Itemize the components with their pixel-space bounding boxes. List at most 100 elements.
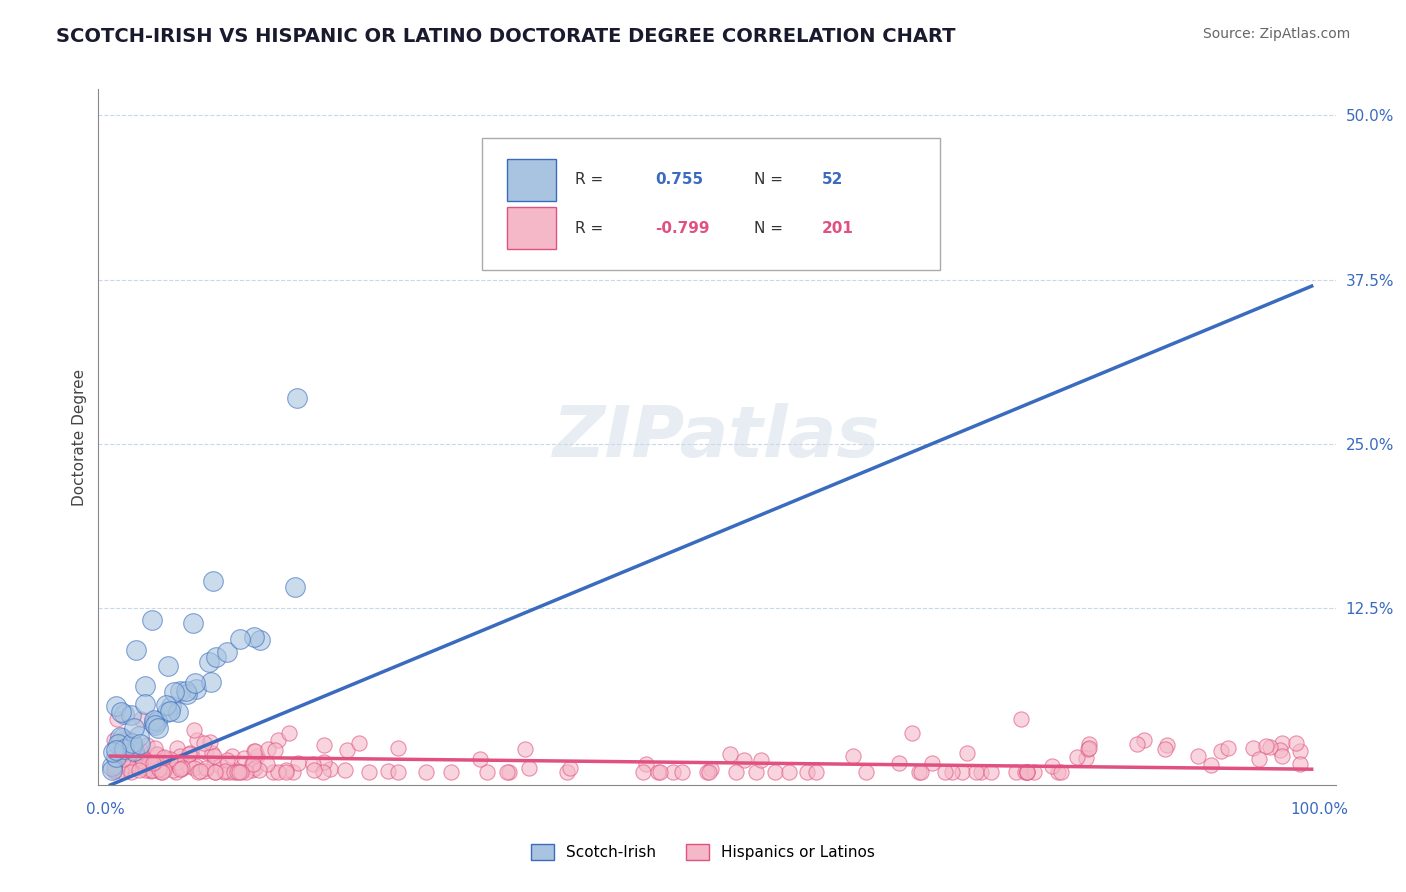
Point xyxy=(246,749,269,764)
Point xyxy=(107,737,129,751)
Point xyxy=(129,760,152,774)
Point xyxy=(1154,742,1177,756)
Text: 52: 52 xyxy=(823,172,844,187)
Point xyxy=(150,764,173,779)
Point xyxy=(910,764,932,779)
Point xyxy=(103,763,125,777)
Point xyxy=(118,731,141,746)
Point xyxy=(128,758,150,772)
Point xyxy=(145,747,167,761)
Point xyxy=(318,762,340,776)
Point xyxy=(165,764,187,779)
Point xyxy=(104,757,127,772)
Point xyxy=(202,756,225,771)
Point xyxy=(700,763,723,777)
Point xyxy=(415,764,437,779)
Point xyxy=(941,764,963,779)
Point xyxy=(901,726,924,740)
Point xyxy=(162,763,184,777)
Point xyxy=(1288,744,1310,758)
Point xyxy=(256,757,278,772)
Point xyxy=(1010,712,1032,726)
Point xyxy=(633,764,655,779)
Point xyxy=(1187,748,1209,763)
Point xyxy=(183,761,205,775)
Legend: Scotch-Irish, Hispanics or Latinos: Scotch-Irish, Hispanics or Latinos xyxy=(524,838,882,866)
Point xyxy=(1241,740,1264,755)
Point xyxy=(166,756,188,770)
Point xyxy=(229,632,252,647)
Point xyxy=(187,764,209,779)
Point xyxy=(468,752,491,766)
Point xyxy=(671,764,693,779)
Point xyxy=(970,764,993,779)
Text: 0.0%: 0.0% xyxy=(86,803,125,817)
Point xyxy=(243,744,266,758)
Point xyxy=(121,739,143,753)
Point xyxy=(387,764,409,779)
FancyBboxPatch shape xyxy=(482,138,939,270)
Point xyxy=(120,764,142,779)
Point xyxy=(183,616,205,631)
Point xyxy=(143,740,166,755)
Point xyxy=(1199,757,1222,772)
Point xyxy=(125,759,148,773)
Point xyxy=(105,712,128,726)
Point xyxy=(796,764,818,779)
Text: 100.0%: 100.0% xyxy=(1291,803,1348,817)
Point xyxy=(1268,743,1291,757)
Point xyxy=(1209,744,1232,758)
Point xyxy=(243,744,266,758)
Point xyxy=(200,746,222,760)
Point xyxy=(141,613,163,627)
Point xyxy=(176,687,198,701)
Point xyxy=(167,759,190,773)
Point xyxy=(1050,764,1073,779)
Point xyxy=(105,743,128,757)
Point xyxy=(718,747,741,761)
Point xyxy=(1014,764,1036,779)
Point xyxy=(111,747,134,762)
Point xyxy=(218,764,240,779)
Point xyxy=(148,762,170,776)
Text: R =: R = xyxy=(575,172,603,187)
Point xyxy=(302,763,325,777)
Point xyxy=(131,755,153,769)
Point xyxy=(235,764,257,779)
Point xyxy=(197,655,219,669)
Point xyxy=(662,764,685,779)
Point xyxy=(278,726,301,740)
Point xyxy=(157,659,180,673)
Point xyxy=(112,707,135,722)
Point xyxy=(1022,764,1045,779)
Point xyxy=(174,684,197,698)
Point xyxy=(247,763,270,777)
Point xyxy=(142,756,165,771)
Point xyxy=(138,763,160,777)
Point xyxy=(156,706,179,720)
Point xyxy=(1017,764,1039,779)
Point xyxy=(136,738,159,752)
Point xyxy=(1015,764,1038,779)
Point xyxy=(169,762,191,776)
Point xyxy=(243,630,266,644)
FancyBboxPatch shape xyxy=(506,208,557,249)
Point xyxy=(139,764,162,778)
Point xyxy=(312,764,335,779)
Point xyxy=(122,744,145,758)
Point xyxy=(166,740,188,755)
Point xyxy=(284,581,307,595)
Point xyxy=(128,763,150,777)
Point xyxy=(186,682,208,697)
Point xyxy=(1247,752,1270,766)
Point xyxy=(979,764,1001,779)
Point xyxy=(934,764,956,779)
Point xyxy=(222,764,245,779)
Point xyxy=(1046,764,1069,779)
Point xyxy=(100,763,122,777)
Y-axis label: Doctorate Degree: Doctorate Degree xyxy=(72,368,87,506)
Point xyxy=(195,761,218,775)
Point xyxy=(439,764,461,779)
Point xyxy=(183,723,205,737)
Point xyxy=(347,736,370,750)
